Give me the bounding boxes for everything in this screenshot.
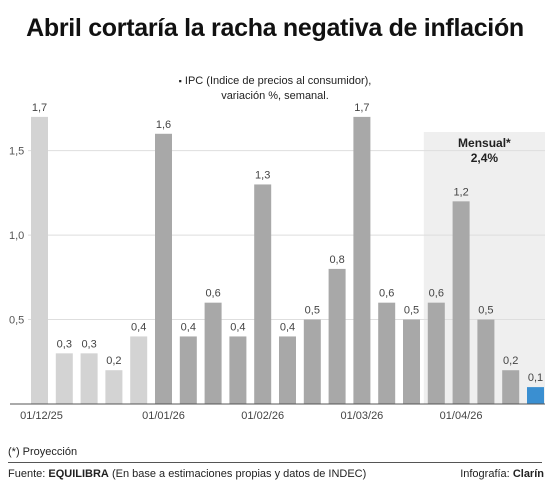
bar xyxy=(328,268,346,404)
data-label: 0,6 xyxy=(205,288,220,300)
x-tick-label: 01/12/25 xyxy=(20,410,63,422)
data-label: 1,7 xyxy=(354,102,369,114)
chart-title: Abril cortaría la racha negativa de infl… xyxy=(26,14,524,42)
source-suffix: (En base a estimaciones propias y datos … xyxy=(111,468,367,480)
bar xyxy=(502,370,520,404)
bar xyxy=(353,116,371,404)
data-label: 0,5 xyxy=(478,305,493,317)
data-label: 0,1 xyxy=(528,372,543,384)
bar xyxy=(204,302,222,404)
bar xyxy=(130,336,148,404)
data-label: 1,3 xyxy=(255,169,270,181)
source-name: EQUILIBRA xyxy=(48,468,109,480)
highlight-label: Mensual* xyxy=(458,136,511,150)
data-label: 0,6 xyxy=(429,288,444,300)
bar xyxy=(179,336,197,404)
bar xyxy=(80,353,98,404)
x-tick-label: 01/02/26 xyxy=(241,410,284,422)
data-label: 1,2 xyxy=(453,186,468,198)
subtitle-line-1: IPC (Indice de precios al consumidor), xyxy=(184,75,372,87)
credit-prefix: Infografía: xyxy=(460,468,510,480)
data-label: 0,3 xyxy=(81,338,96,350)
bar xyxy=(229,336,247,404)
y-tick-label: 0,5 xyxy=(9,315,24,327)
source-line: Fuente: EQUILIBRA (En base a estimacione… xyxy=(8,468,366,480)
bar xyxy=(105,370,123,404)
data-label: 0,4 xyxy=(230,321,245,333)
y-tick-label: 1,0 xyxy=(9,230,24,242)
chart-subtitle: ▪ IPC (Indice de precios al consumidor),… xyxy=(0,74,550,104)
highlight-value: 2,4% xyxy=(471,151,499,165)
bar xyxy=(303,319,321,404)
bar xyxy=(427,302,445,404)
credit-line: Infografía: Clarín xyxy=(460,468,544,480)
data-label: 0,4 xyxy=(181,321,196,333)
data-label: 0,4 xyxy=(131,321,146,333)
data-label: 0,2 xyxy=(503,355,518,367)
bar xyxy=(31,116,48,404)
bar xyxy=(452,201,470,404)
data-label: 0,5 xyxy=(305,305,320,317)
data-label: 0,2 xyxy=(106,355,121,367)
source-prefix: Fuente: xyxy=(8,468,46,480)
bar xyxy=(155,133,172,404)
data-label: 1,6 xyxy=(156,119,171,131)
bar xyxy=(477,319,495,404)
bar xyxy=(279,336,296,404)
x-tick-label: 01/01/26 xyxy=(142,410,185,422)
bar xyxy=(403,319,420,404)
data-label: 0,4 xyxy=(280,321,295,333)
bar xyxy=(527,387,544,404)
data-label: 1,7 xyxy=(32,102,47,114)
data-label: 0,5 xyxy=(404,305,419,317)
data-label: 0,8 xyxy=(329,254,344,266)
bar xyxy=(378,302,396,404)
data-label: 0,3 xyxy=(57,338,72,350)
x-tick-label: 01/03/26 xyxy=(340,410,383,422)
y-tick-label: 1,5 xyxy=(9,146,24,158)
footnote: (*) Proyección xyxy=(8,446,78,458)
credit-name: Clarín xyxy=(512,468,544,480)
x-tick-label: 01/04/26 xyxy=(440,410,483,422)
bar xyxy=(55,353,73,404)
subtitle-line-2: variación %, semanal. xyxy=(221,90,329,102)
data-label: 0,6 xyxy=(379,288,394,300)
footer-divider xyxy=(8,462,542,463)
bar xyxy=(254,184,272,404)
legend-bullet: ▪ xyxy=(178,76,182,86)
